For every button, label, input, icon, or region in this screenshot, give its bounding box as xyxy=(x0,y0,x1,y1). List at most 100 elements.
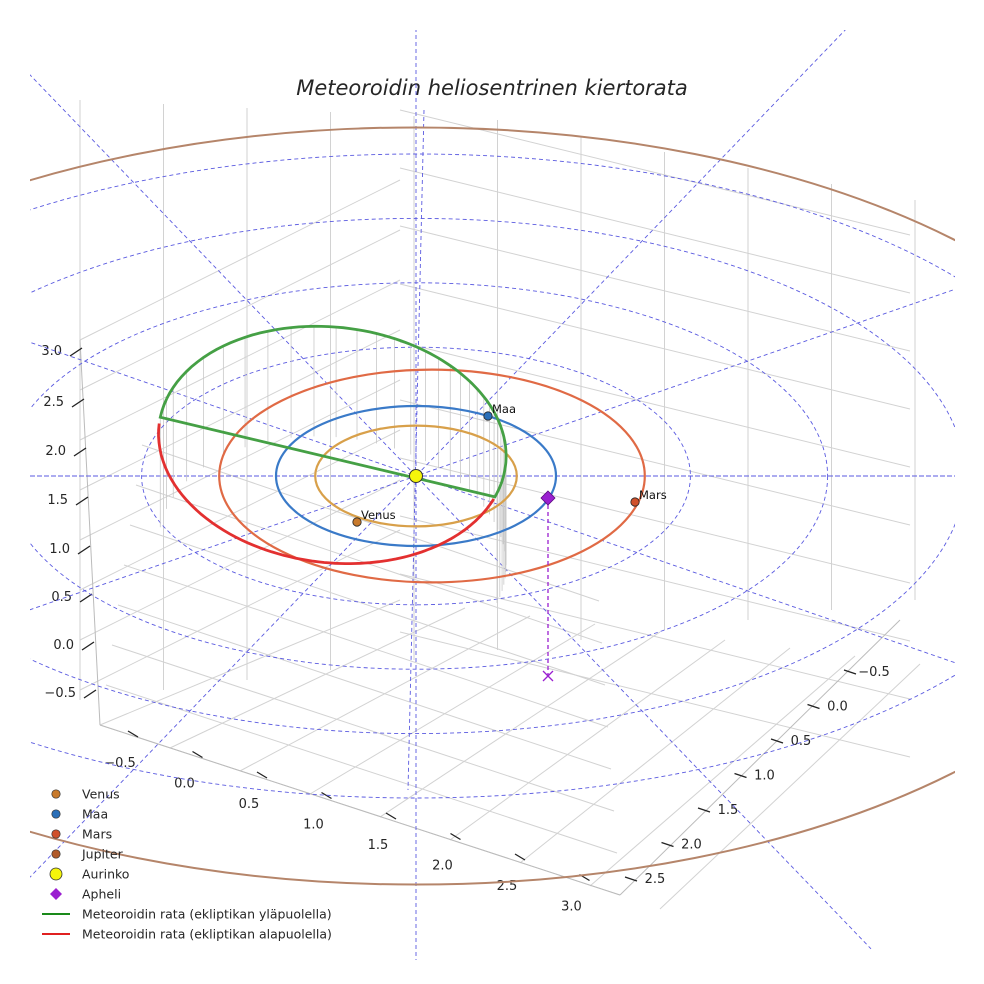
z-tick-label: 1.0 xyxy=(49,542,70,557)
z-tick xyxy=(71,398,85,408)
x-tick xyxy=(385,812,397,820)
grid-line xyxy=(79,379,401,541)
z-tick-label: 2.0 xyxy=(45,444,66,459)
maa-marker xyxy=(483,411,493,421)
legend-label: Apheli xyxy=(82,887,121,902)
ecliptic-ray xyxy=(407,109,425,791)
mars-label: Mars xyxy=(639,488,667,502)
x-tick xyxy=(256,771,268,779)
orbit-maa xyxy=(274,404,558,548)
body-markers: Venus Maa Mars xyxy=(352,402,667,682)
y-tick-label: −0.5 xyxy=(858,665,890,680)
y-tick-label: 0.0 xyxy=(827,700,848,715)
meteoroid-orbit-above xyxy=(158,324,508,499)
grid-line xyxy=(123,564,609,728)
z-tick xyxy=(77,545,91,555)
legend-label: Jupiter xyxy=(81,847,124,862)
grid-line xyxy=(399,167,911,294)
grid-line xyxy=(399,109,911,236)
x-tick xyxy=(514,853,526,861)
ecliptic-ray xyxy=(30,74,872,950)
axis-ticks: −0.5 0.0 0.5 1.0 1.5 2.0 2.5 3.0 −0.5 0.0 0.5 1.0 1.… xyxy=(41,344,889,915)
z-tick xyxy=(79,593,93,603)
mars-marker xyxy=(630,497,640,507)
legend-marker xyxy=(51,849,61,859)
orbit-venus xyxy=(314,424,518,528)
venus-label: Venus xyxy=(361,508,396,522)
grid-line xyxy=(169,607,466,749)
y-tick xyxy=(697,807,711,813)
legend-marker xyxy=(51,829,61,839)
grid-line xyxy=(79,279,401,441)
legend-marker xyxy=(51,809,61,819)
y-tick-label: 2.5 xyxy=(645,872,666,887)
aphelion-projection xyxy=(542,670,554,682)
y-tick xyxy=(843,669,857,675)
maa-label: Maa xyxy=(492,402,516,416)
z-tick xyxy=(83,689,97,699)
aphelion-marker xyxy=(540,490,556,506)
z-tick xyxy=(69,347,83,357)
legend-label: Venus xyxy=(82,787,120,802)
grid-line xyxy=(99,599,401,726)
grid-line xyxy=(659,663,921,910)
x-tick-label: 3.0 xyxy=(561,900,582,915)
legend-marker xyxy=(50,888,62,900)
y-tick xyxy=(807,703,820,710)
grid-line xyxy=(399,515,911,642)
x-tick xyxy=(450,832,461,841)
legend-marker xyxy=(51,789,61,799)
grid-line xyxy=(399,283,911,410)
grid-line xyxy=(111,644,615,812)
orbit-mars xyxy=(218,368,646,584)
orbit-jupiter xyxy=(30,126,955,886)
axis-edge xyxy=(99,724,621,896)
y-tick-label: 1.5 xyxy=(718,803,739,818)
axis-edge xyxy=(79,339,101,726)
z-tick-label: 0.0 xyxy=(53,638,74,653)
grid-line xyxy=(129,524,606,686)
grid-line xyxy=(79,329,401,491)
x-tick-label: 1.5 xyxy=(368,838,389,853)
grid-line xyxy=(399,341,911,468)
legend-marker xyxy=(49,867,63,881)
z-tick xyxy=(81,641,95,651)
grid-line xyxy=(449,639,726,841)
z-tick-label: 1.5 xyxy=(47,493,68,508)
z-tick xyxy=(75,496,89,506)
grid-line xyxy=(589,655,856,887)
x-tick-label: 2.0 xyxy=(432,859,453,874)
grid-line xyxy=(79,179,401,341)
ecliptic-ray xyxy=(30,30,846,878)
meteoroid-orbit xyxy=(157,324,508,565)
venus-marker xyxy=(352,517,362,527)
x-tick xyxy=(127,730,139,738)
grid-line xyxy=(79,429,401,591)
planet-orbits xyxy=(30,126,955,886)
x-tick-label: −0.5 xyxy=(104,756,136,771)
grid-line xyxy=(399,457,911,584)
grid-line xyxy=(379,631,661,818)
z-tick xyxy=(73,447,87,457)
y-tick-label: 1.0 xyxy=(754,769,775,784)
grid-line xyxy=(117,604,612,770)
y-tick xyxy=(624,876,638,882)
legend-label: Meteoroidin rata (ekliptikan alapuolella… xyxy=(82,927,332,942)
x-tick xyxy=(192,750,203,759)
x-tick xyxy=(321,791,332,800)
z-tick-label: 0.5 xyxy=(51,590,72,605)
grid-line xyxy=(399,399,911,526)
grid-line xyxy=(79,229,401,391)
grid-line xyxy=(399,573,911,700)
grid-line xyxy=(399,225,911,352)
y-tick xyxy=(734,772,747,779)
axis-grid xyxy=(79,100,921,910)
axis-edge xyxy=(619,619,901,896)
legend-label: Aurinko xyxy=(82,867,129,882)
meteoroid-orbit-below xyxy=(157,423,495,565)
x-tick-label: 1.0 xyxy=(303,818,324,833)
grid-line xyxy=(519,647,791,864)
legend-label: Maa xyxy=(82,807,108,822)
orbit-stems xyxy=(159,326,507,604)
